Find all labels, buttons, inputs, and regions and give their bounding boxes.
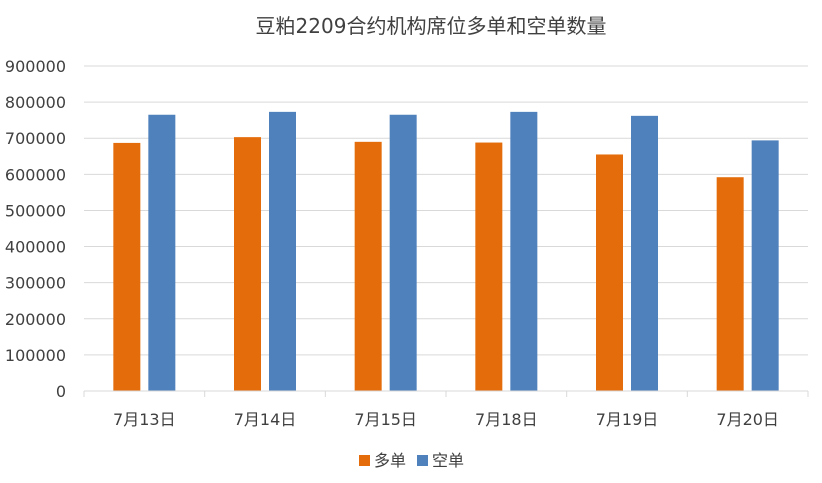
y-tick-label: 700000 [5, 129, 66, 148]
bar-long [113, 142, 141, 391]
y-tick-label: 200000 [5, 310, 66, 329]
y-axis-ticks: 0 100000 200000 300000 400000 500000 600000 700… [5, 57, 66, 401]
y-tick-label: 800000 [5, 93, 66, 112]
y-tick-label: 500000 [5, 201, 66, 220]
legend-label-short: 空单 [432, 451, 464, 470]
bar-short [510, 111, 538, 391]
bar-short [631, 115, 658, 391]
y-tick-label: 600000 [5, 165, 66, 184]
y-tick-label: 100000 [5, 346, 66, 365]
chart-title: 豆粕2209合约机构席位多单和空单数量 [256, 14, 607, 38]
legend-label-long: 多单 [374, 451, 406, 470]
bar-long [596, 154, 623, 391]
legend-swatch-short [417, 455, 428, 466]
bar-short [751, 140, 779, 391]
x-tick-label: 7月20日 [716, 410, 779, 429]
bar-long [716, 177, 744, 391]
bar-short [148, 114, 176, 391]
y-tick-label: 900000 [5, 57, 66, 76]
x-tick-label: 7月19日 [596, 410, 659, 429]
bar-long [475, 142, 503, 391]
x-tick-label: 7月18日 [475, 410, 538, 429]
bar-long [354, 141, 382, 391]
bar-short [269, 111, 296, 391]
legend: 多单 空单 [359, 451, 464, 470]
x-tick-label: 7月14日 [234, 410, 297, 429]
bar-long [234, 137, 261, 391]
y-tick-label: 300000 [5, 274, 66, 293]
y-tick-label: 400000 [5, 238, 66, 257]
gridlines [84, 65, 808, 356]
x-axis: 7月13日 7月14日 7月15日 7月18日 7月19日 7月20日 [83, 390, 809, 429]
x-tick-label: 7月13日 [113, 410, 176, 429]
x-tick-label: 7月15日 [354, 410, 417, 429]
legend-swatch-long [359, 455, 370, 466]
y-tick-label: 0 [56, 382, 66, 401]
bars [113, 111, 779, 391]
bar-short [389, 114, 417, 391]
